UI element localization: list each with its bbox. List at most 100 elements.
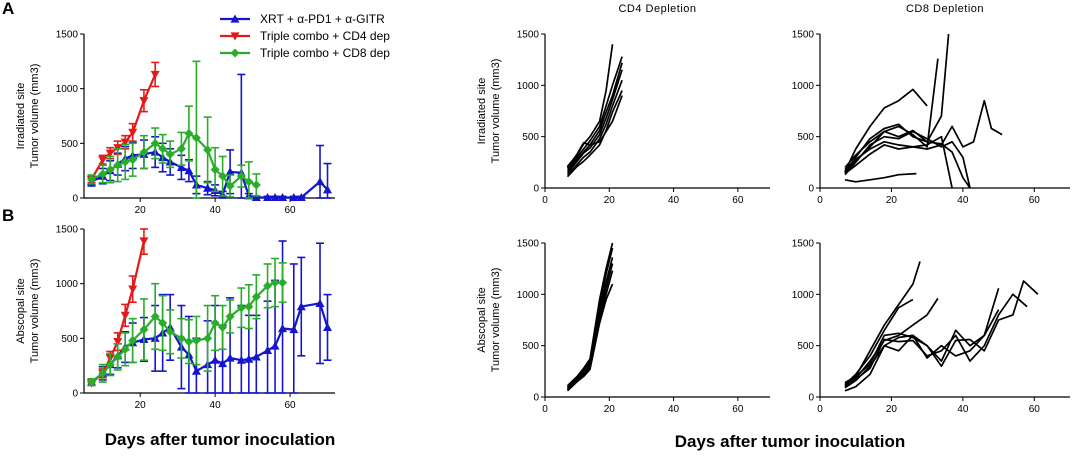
- data-point: [236, 355, 246, 364]
- data-point: [225, 353, 235, 362]
- plot-title: CD8 Depletion: [906, 3, 984, 15]
- data-point: [225, 167, 235, 176]
- x-tick-label: 40: [210, 400, 222, 411]
- x-tick-label: 40: [668, 195, 680, 206]
- data-point: [210, 355, 220, 364]
- data-point: [113, 352, 123, 362]
- series-triple-combo-cd8-dep: [86, 257, 288, 387]
- data-point: [218, 322, 228, 332]
- data-point: [176, 144, 186, 154]
- x-tick-label: 0: [542, 404, 548, 415]
- legend-item: XRT + α-PD1 + α-GITR: [220, 12, 385, 26]
- data-point: [251, 180, 261, 190]
- x-tick-label: 0: [817, 195, 823, 206]
- y-axis-title: Tumor volume (mm3): [29, 64, 41, 169]
- data-point: [128, 128, 138, 137]
- data-point: [86, 174, 96, 184]
- legend: XRT + α-PD1 + α-GITR Triple combo + CD4 d…: [220, 12, 390, 60]
- x-tick-label: 20: [135, 400, 147, 411]
- data-point: [105, 360, 115, 370]
- x-tick-label: 40: [957, 195, 969, 206]
- series-line: [844, 298, 914, 386]
- y-tick-label: 1000: [792, 81, 815, 92]
- series-mouse-8: [844, 172, 917, 183]
- series-line: [844, 58, 939, 169]
- data-point: [203, 145, 213, 155]
- series-mouse-4: [844, 287, 1000, 389]
- data-point: [263, 281, 273, 291]
- y-tick-label: 500: [797, 341, 814, 352]
- y-tick-label: 0: [72, 194, 78, 205]
- y-axis-title: Irradiated site: [15, 83, 27, 150]
- series-line: [844, 88, 928, 172]
- series-mouse-3: [566, 62, 623, 172]
- data-point: [120, 138, 130, 147]
- legend-item: Triple combo + CD8 dep: [220, 46, 390, 60]
- data-point: [251, 192, 261, 202]
- data-point: [263, 345, 273, 354]
- chart-a-cd4-depletion: 0 500 1000 1500 0 20 40 60 Irradiated site Tumor …: [476, 3, 770, 206]
- data-point: [139, 147, 149, 157]
- series-line: [566, 62, 623, 172]
- data-point: [165, 327, 175, 337]
- data-point: [158, 318, 168, 328]
- data-point: [225, 311, 235, 321]
- data-point: [278, 278, 288, 288]
- x-axis-title-right: Days after tumor inoculation: [675, 432, 905, 451]
- series-mouse-7: [844, 309, 1000, 392]
- data-point: [251, 292, 261, 302]
- series-mouse-1: [844, 88, 928, 172]
- series-mouse-4: [566, 69, 623, 174]
- data-point: [184, 128, 194, 138]
- data-point: [191, 336, 201, 346]
- legend-marker: [230, 48, 240, 58]
- y-tick-label: 1500: [792, 30, 815, 41]
- data-point: [98, 156, 108, 165]
- data-point: [176, 162, 186, 171]
- data-point: [296, 302, 306, 311]
- y-axis-title: Tumor volume (mm3): [29, 259, 41, 364]
- data-point: [315, 298, 325, 307]
- y-tick-label: 1500: [56, 30, 79, 41]
- x-tick-label: 20: [135, 205, 147, 216]
- series-line: [844, 287, 1000, 389]
- data-point: [218, 358, 228, 368]
- y-axis-title: Abscopal site: [476, 287, 488, 352]
- series-mouse-7: [844, 135, 953, 189]
- data-point: [244, 354, 254, 363]
- data-point: [86, 377, 96, 387]
- series-line: [566, 283, 614, 392]
- x-tick-label: 60: [732, 404, 744, 415]
- legend-label: Triple combo + CD4 dep: [260, 29, 390, 43]
- y-tick-label: 500: [797, 132, 814, 143]
- chart-a-cd8-depletion: 0 500 1000 1500 0 20 40 60 CD8 Depletion: [792, 3, 1070, 206]
- series-line: [844, 309, 1000, 392]
- data-point: [191, 133, 201, 143]
- y-axis-title: Irradiated site: [476, 78, 488, 145]
- data-point: [210, 165, 220, 175]
- data-point: [105, 149, 115, 158]
- series-line: [566, 79, 623, 176]
- series-mouse-2: [566, 56, 623, 170]
- legend-marker: [230, 32, 240, 41]
- y-tick-label: 0: [533, 184, 539, 195]
- data-point: [203, 183, 213, 192]
- chart-b-combination: 0 500 1000 1500 20 40 60 Abscopal site Tumor vol…: [15, 225, 335, 411]
- data-point: [176, 333, 186, 343]
- data-point: [191, 366, 201, 375]
- y-tick-label: 1000: [517, 290, 540, 301]
- series-mouse-5: [566, 79, 623, 176]
- series-mouse-5: [844, 293, 1028, 385]
- data-point: [120, 157, 130, 167]
- data-point: [165, 149, 175, 159]
- legend-label: XRT + α-PD1 + α-GITR: [260, 12, 385, 26]
- x-tick-label: 20: [604, 195, 616, 206]
- series-line: [844, 172, 917, 183]
- series-triple-combo-cd4-dep: [86, 61, 160, 184]
- legend-label: Triple combo + CD8 dep: [260, 46, 390, 60]
- series-line: [844, 293, 1028, 385]
- data-point: [270, 192, 280, 202]
- x-tick-label: 40: [957, 404, 969, 415]
- data-point: [296, 192, 306, 202]
